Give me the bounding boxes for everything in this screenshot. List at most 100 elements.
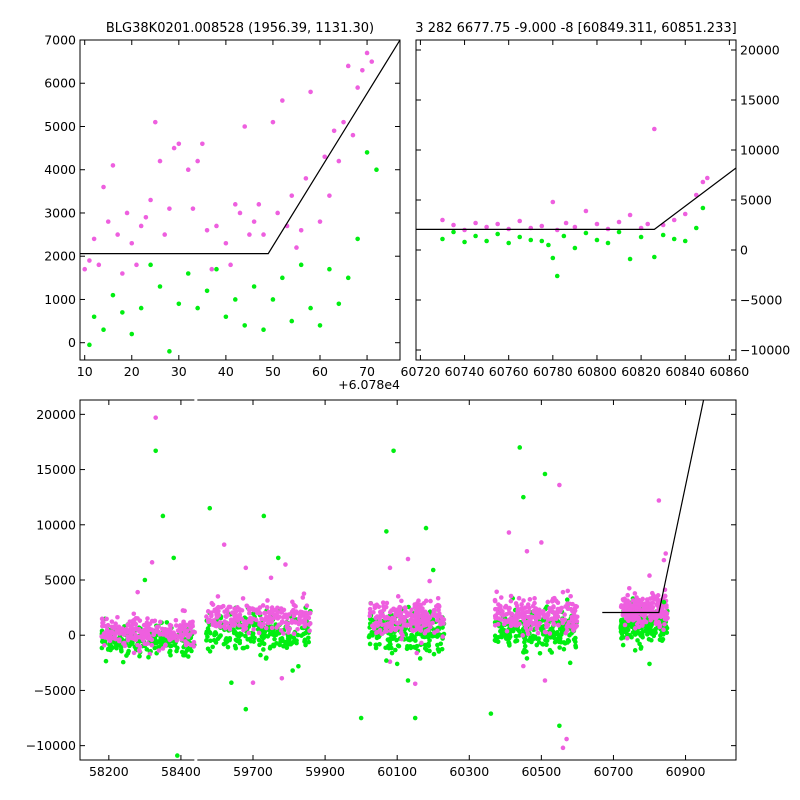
plot-area xyxy=(416,126,736,279)
x-tick-label: 59900 xyxy=(305,764,345,779)
data-point-magenta xyxy=(519,602,524,607)
data-point-magenta xyxy=(291,631,297,637)
data-point-magenta xyxy=(302,621,308,627)
data-point-magenta xyxy=(433,604,439,609)
data-point-magenta xyxy=(137,618,143,623)
data-point-green xyxy=(261,641,267,647)
data-point-magenta xyxy=(422,618,428,624)
data-point-magenta xyxy=(327,193,332,198)
data-point-magenta xyxy=(408,623,413,628)
data-point-green xyxy=(167,349,172,354)
data-point-magenta xyxy=(341,119,346,125)
data-point-green xyxy=(392,634,397,639)
data-point-green xyxy=(211,637,217,643)
data-point-green xyxy=(529,639,534,645)
data-point-magenta xyxy=(513,601,519,606)
data-point-magenta xyxy=(395,594,401,599)
data-point-magenta xyxy=(542,614,548,620)
data-point-magenta xyxy=(275,210,280,216)
data-point-green xyxy=(270,631,276,637)
data-point-green xyxy=(245,637,250,642)
data-point-magenta xyxy=(115,232,120,237)
data-point-magenta xyxy=(639,622,645,628)
data-point-green xyxy=(103,658,109,664)
data-point-green xyxy=(287,635,293,640)
data-point-magenta xyxy=(557,482,562,488)
data-point-green xyxy=(185,271,191,276)
data-point-magenta xyxy=(147,621,153,627)
data-point-magenta xyxy=(224,620,230,626)
data-point-green xyxy=(213,630,218,636)
data-point-magenta xyxy=(533,619,539,625)
data-point-magenta xyxy=(379,631,385,637)
data-point-magenta xyxy=(110,163,116,168)
data-point-magenta xyxy=(631,616,636,622)
data-point-green xyxy=(661,599,667,605)
data-point-magenta xyxy=(117,631,122,636)
data-point-magenta xyxy=(663,616,668,621)
data-point-green xyxy=(157,284,163,289)
data-point-green xyxy=(294,638,299,643)
y-tick-label: 20000 xyxy=(36,407,76,422)
data-point-magenta xyxy=(173,623,179,628)
data-point-green xyxy=(167,648,173,654)
data-point-green xyxy=(532,634,538,639)
data-point-green xyxy=(373,645,379,651)
data-point-green xyxy=(637,641,642,647)
data-point-green xyxy=(638,646,644,651)
data-point-magenta xyxy=(298,609,303,615)
data-point-magenta xyxy=(364,50,370,56)
data-point-magenta xyxy=(156,629,161,635)
data-point-green xyxy=(124,653,129,658)
data-point-green xyxy=(251,284,257,289)
data-point-green xyxy=(129,331,135,337)
data-point-magenta xyxy=(435,628,440,634)
data-point-magenta xyxy=(519,605,525,611)
data-point-magenta xyxy=(493,613,499,618)
data-point-magenta xyxy=(516,614,522,620)
data-point-green xyxy=(272,636,277,642)
data-point-green xyxy=(275,555,281,561)
data-point-magenta xyxy=(633,605,639,610)
data-point-magenta xyxy=(512,622,517,627)
data-point-magenta xyxy=(350,132,356,138)
plot-area xyxy=(99,400,705,758)
x-tick-label: 60 xyxy=(312,364,328,379)
data-point-magenta xyxy=(228,262,233,268)
x-tick-label: 60780 xyxy=(533,364,573,379)
data-point-magenta xyxy=(419,640,424,646)
data-point-magenta xyxy=(555,600,561,606)
data-point-magenta xyxy=(381,607,387,613)
data-point-magenta xyxy=(367,606,373,612)
data-point-magenta xyxy=(498,595,504,600)
data-point-magenta xyxy=(247,616,253,621)
data-point-magenta xyxy=(222,625,228,631)
data-point-green xyxy=(113,643,119,648)
data-point-magenta xyxy=(211,618,216,623)
data-point-magenta xyxy=(627,212,633,218)
y-tick-label: 10000 xyxy=(740,143,780,158)
data-point-magenta xyxy=(634,598,640,603)
data-point-magenta xyxy=(212,608,217,614)
data-point-magenta xyxy=(235,617,241,622)
data-point-magenta xyxy=(237,607,242,612)
data-point-magenta xyxy=(384,628,390,634)
data-point-magenta xyxy=(528,626,534,631)
data-point-green xyxy=(635,638,640,643)
data-point-magenta xyxy=(345,63,351,69)
data-point-green xyxy=(223,314,229,320)
data-point-magenta xyxy=(566,619,572,625)
data-point-magenta xyxy=(559,617,565,623)
data-point-green xyxy=(296,663,301,669)
data-point-magenta xyxy=(484,224,489,230)
data-point-magenta xyxy=(162,232,168,237)
data-point-green xyxy=(184,648,190,653)
data-point-green xyxy=(630,630,636,635)
data-point-magenta xyxy=(300,595,306,600)
data-point-magenta xyxy=(545,599,551,605)
data-point-magenta xyxy=(571,610,577,616)
data-point-magenta xyxy=(403,605,408,611)
data-point-magenta xyxy=(160,646,166,651)
data-point-green xyxy=(204,288,210,294)
data-point-green xyxy=(659,638,664,643)
